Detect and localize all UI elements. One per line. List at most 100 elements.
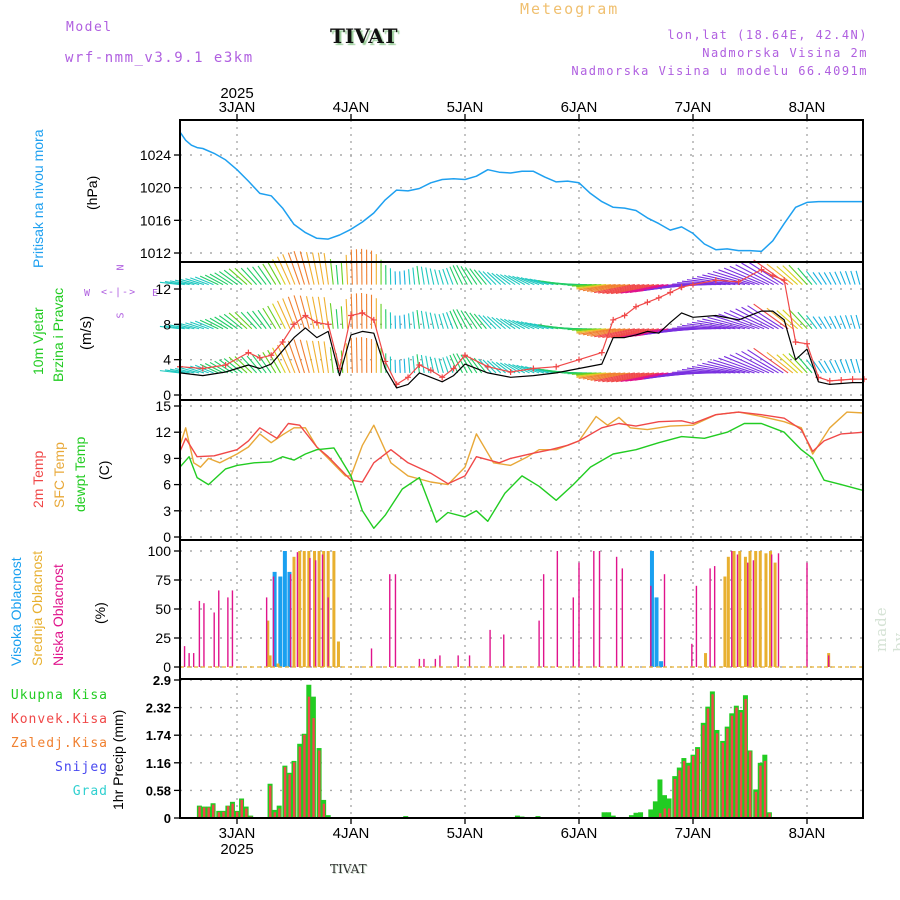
precip-conv-bar xyxy=(303,734,306,818)
legend-snow: Snijeg xyxy=(55,760,108,775)
cloud-low-bar xyxy=(709,568,711,667)
wind-barb xyxy=(449,266,459,285)
precip-conv-bar xyxy=(696,749,699,818)
precip-legend: Ukupna Kisa Konvek.Kisa Zaledj.Kisa Snij… xyxy=(0,688,108,808)
wind-barb xyxy=(345,254,349,285)
wind-barb xyxy=(456,309,468,330)
wind-barb xyxy=(782,309,803,330)
wind-barb xyxy=(403,358,406,373)
precip-conv-bar xyxy=(706,708,710,818)
wind-barb xyxy=(473,313,487,330)
wind-barb xyxy=(175,367,195,374)
wind-barb xyxy=(590,328,631,337)
wind-barb xyxy=(788,264,808,285)
wind-barb xyxy=(345,343,349,373)
x-tick-label-bottom: 8JAN xyxy=(789,825,826,842)
wind-gust-marker xyxy=(359,309,366,316)
lonlat: lon,lat (18.64E, 42.4N) xyxy=(667,28,868,42)
wind-gust-marker xyxy=(348,312,354,319)
wind-barb xyxy=(582,372,621,380)
precip-conv-bar xyxy=(735,707,738,818)
wind-barb xyxy=(533,367,554,374)
wind-barb xyxy=(429,312,435,329)
precip-total-bar xyxy=(638,812,644,818)
cloud-low-bar xyxy=(770,554,773,667)
cloud-low-bar xyxy=(572,597,574,667)
cloud-low-bar xyxy=(542,574,545,667)
cloud-mid-bar xyxy=(298,551,302,667)
wind-barb xyxy=(164,369,185,374)
wind-gust-marker xyxy=(507,369,514,376)
y-tick-label: 0 xyxy=(163,529,171,545)
cloud-low-bar xyxy=(265,597,268,667)
wind-gust-marker xyxy=(781,277,788,284)
wind-barb xyxy=(747,349,784,374)
cloud-low-bar xyxy=(321,554,324,667)
wind-barb xyxy=(718,357,760,374)
wind-gust-marker xyxy=(279,339,286,345)
wind-barb xyxy=(408,313,411,329)
wind-barb xyxy=(712,271,755,286)
cloud-low-bar xyxy=(389,574,391,667)
precip-conv-bar xyxy=(721,742,725,818)
wind-gust-marker xyxy=(838,376,845,383)
wind-barb xyxy=(473,269,487,285)
wind-barb xyxy=(209,361,229,374)
y-tick-label: 15 xyxy=(155,398,171,414)
wind-barb xyxy=(829,315,837,330)
cloud-low-bar xyxy=(713,566,716,667)
cloud-low-bar xyxy=(192,653,195,667)
wind-barb xyxy=(611,328,655,339)
wind-barb xyxy=(812,272,823,285)
wind-barb xyxy=(615,372,659,383)
precip-total-bar xyxy=(325,815,331,818)
wind-barb xyxy=(582,328,621,336)
y-tick-label: 3 xyxy=(163,503,171,519)
wind-barb xyxy=(438,358,444,374)
y-tick-label: 0 xyxy=(163,659,171,675)
panel-frame xyxy=(179,399,864,541)
wind-barb xyxy=(482,315,497,330)
precip-conv-bar xyxy=(663,808,666,818)
cloud-low-bar xyxy=(227,597,229,667)
precip-total-bar xyxy=(666,798,672,818)
precip-total-bar xyxy=(628,815,634,818)
x-tick-label-top: 7JAN xyxy=(675,99,712,116)
wind-barb xyxy=(464,311,478,330)
cloud-low-bar xyxy=(314,560,317,667)
wind-barb xyxy=(219,315,238,330)
wind-barb xyxy=(782,353,803,374)
precip-conv-bar xyxy=(273,812,277,818)
wind-barb xyxy=(175,323,195,330)
precip-conv-bar xyxy=(759,765,762,818)
elevation: Nadmorska Visina 2m xyxy=(702,46,868,60)
wind-barb xyxy=(735,264,774,286)
precip-conv-bar xyxy=(231,803,234,818)
x-tick-label-bottom: 4JAN xyxy=(333,825,370,842)
cloud-mid-bar xyxy=(773,562,777,667)
y-tick-label: 1.16 xyxy=(146,756,171,771)
cloud-mid-bar xyxy=(723,576,727,667)
wind-barb xyxy=(287,340,301,374)
wind-barb xyxy=(598,372,640,382)
wind-barb xyxy=(180,278,200,286)
model-elevation: Nadmorska Visina u modelu 66.4091m xyxy=(571,64,868,78)
x-tick-label-top: 3JAN xyxy=(219,99,256,116)
wind-barb xyxy=(185,322,205,330)
wind-barb xyxy=(620,372,664,383)
wind-barb xyxy=(460,310,473,330)
wind-barb xyxy=(512,319,530,330)
precip-total-bar xyxy=(652,801,658,818)
wind-barb xyxy=(486,271,502,285)
wind-barb xyxy=(293,251,306,285)
wind-gust-marker xyxy=(484,363,491,370)
wind-barb xyxy=(293,295,306,329)
wind-barb xyxy=(576,372,607,377)
wind-gust-marker xyxy=(405,374,411,381)
wind-barb xyxy=(438,314,444,329)
cloud-mid-bar xyxy=(743,556,747,667)
cloud-low-bar xyxy=(777,553,780,667)
precip-conv-bar xyxy=(245,808,248,818)
wind-barb xyxy=(766,351,794,374)
wind-barb xyxy=(194,276,214,286)
